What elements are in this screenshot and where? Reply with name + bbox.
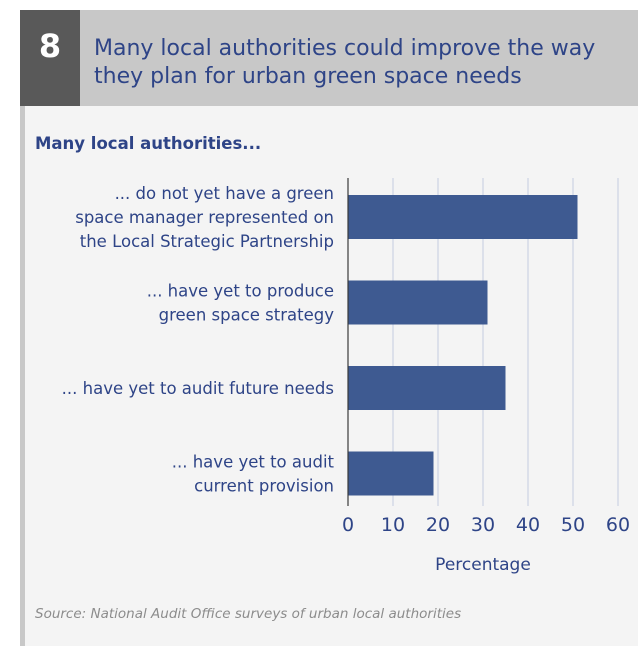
figure-panel bbox=[20, 10, 638, 646]
x-tick-label-40: 40 bbox=[516, 514, 540, 536]
bar-3 bbox=[348, 451, 434, 496]
category-label-2-line-0: ... have yet to audit future needs bbox=[62, 379, 334, 398]
source-note: Source: National Audit Office surveys of… bbox=[35, 606, 462, 622]
category-label-1-line-0: ... have yet to produce bbox=[147, 282, 334, 301]
x-tick-label-10: 10 bbox=[381, 514, 405, 536]
figure-header bbox=[20, 10, 638, 106]
x-tick-label-20: 20 bbox=[426, 514, 450, 536]
category-label-1-line-1: green space strategy bbox=[159, 306, 335, 325]
chart-subtitle: Many local authorities... bbox=[35, 134, 262, 153]
category-label-0-line-0: ... do not yet have a green bbox=[115, 184, 334, 203]
figure-number: 8 bbox=[38, 27, 62, 65]
bar-2 bbox=[348, 366, 506, 410]
x-axis-label: Percentage bbox=[435, 555, 531, 575]
figure-number-badge bbox=[20, 10, 80, 106]
bar-1 bbox=[348, 280, 488, 325]
figure-title: Many local authorities could improve the… bbox=[94, 36, 596, 89]
category-label-0-line-2: the Local Strategic Partnership bbox=[80, 232, 334, 251]
x-tick-label-50: 50 bbox=[561, 514, 585, 536]
bar-0 bbox=[348, 195, 578, 239]
x-tick-label-0: 0 bbox=[342, 514, 354, 536]
category-label-3-line-0: ... have yet to audit bbox=[172, 453, 335, 472]
category-label-0-line-1: space manager represented on bbox=[75, 208, 334, 227]
x-tick-label-30: 30 bbox=[471, 514, 495, 536]
category-label-3-line-1: current provision bbox=[194, 477, 334, 496]
x-tick-label-60: 60 bbox=[606, 514, 630, 536]
